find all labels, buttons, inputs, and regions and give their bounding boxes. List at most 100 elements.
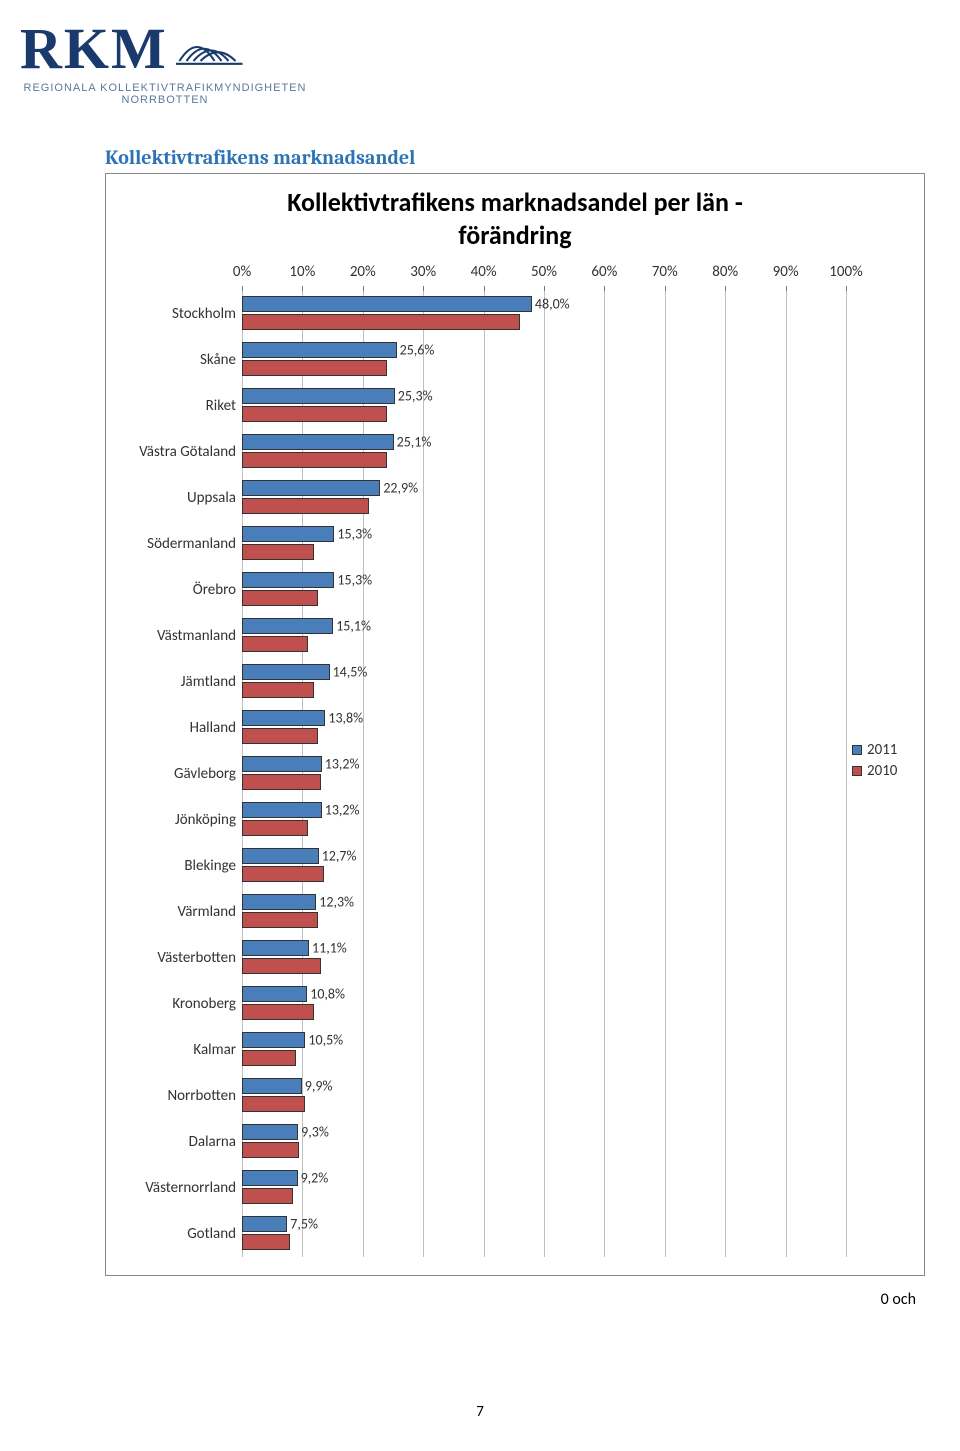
category-label: Norrbotten xyxy=(114,1073,242,1119)
x-axis-labels: 0%10%20%30%40%50%60%70%80%90%100% xyxy=(242,263,846,283)
logo-subtitle-2: NORRBOTTEN xyxy=(20,94,310,106)
data-label: 13,2% xyxy=(325,802,360,819)
x-tick-label: 100% xyxy=(829,263,863,281)
legend-label-2011: 2011 xyxy=(867,741,897,759)
logo-subtitle-1: REGIONALA KOLLEKTIVTRAFIKMYNDIGHETEN xyxy=(20,82,310,94)
category-label: Västerbotten xyxy=(114,935,242,981)
bar-2011: 12,7% xyxy=(242,848,319,864)
axis-spacer xyxy=(114,263,242,283)
bar-group: 12,3% xyxy=(242,889,846,935)
category-label: Blekinge xyxy=(114,843,242,889)
bar-group: 13,2% xyxy=(242,751,846,797)
data-label: 14,5% xyxy=(333,664,368,681)
bar-group: 25,6% xyxy=(242,337,846,383)
category-label: Dalarna xyxy=(114,1119,242,1165)
data-label: 25,6% xyxy=(400,342,435,359)
x-tick-label: 80% xyxy=(712,263,738,281)
grid-line xyxy=(846,291,847,1257)
legend-item-2011: 2011 xyxy=(852,741,916,759)
category-label: Gotland xyxy=(114,1211,242,1257)
x-tick-label: 30% xyxy=(410,263,436,281)
category-label: Västernorrland xyxy=(114,1165,242,1211)
bar-group: 22,9% xyxy=(242,475,846,521)
category-label: Västmanland xyxy=(114,613,242,659)
bar-group: 9,9% xyxy=(242,1073,846,1119)
x-tick-label: 50% xyxy=(531,263,557,281)
bar-2011: 10,8% xyxy=(242,986,307,1002)
bar-2011: 11,1% xyxy=(242,940,309,956)
legend-swatch-2011 xyxy=(852,745,862,755)
bar-group: 13,2% xyxy=(242,797,846,843)
data-label: 12,7% xyxy=(322,848,357,865)
category-label: Västra Götaland xyxy=(114,429,242,475)
document-page: RKM REGIONALA KOLLEKTIVTRAFIKMYNDIGHETEN… xyxy=(0,0,960,1451)
x-tick-label: 10% xyxy=(289,263,315,281)
bar-2010 xyxy=(242,406,387,422)
bar-2011: 9,9% xyxy=(242,1078,302,1094)
bar-2010 xyxy=(242,958,321,974)
category-labels-column: StockholmSkåneRiketVästra GötalandUppsal… xyxy=(114,291,242,1257)
bar-2011: 14,5% xyxy=(242,664,330,680)
tick-mark xyxy=(846,286,847,291)
category-label: Kalmar xyxy=(114,1027,242,1073)
bar-2010 xyxy=(242,682,314,698)
bar-group: 25,1% xyxy=(242,429,846,475)
bar-2010 xyxy=(242,314,520,330)
logo-main-row: RKM xyxy=(20,20,960,78)
x-tick-label: 60% xyxy=(591,263,617,281)
chart-title-line1: Kollektivtrafikens marknadsandel per län… xyxy=(287,186,743,218)
bar-2010 xyxy=(242,590,318,606)
bar-2010 xyxy=(242,866,324,882)
data-label: 13,8% xyxy=(328,710,363,727)
bar-group: 10,5% xyxy=(242,1027,846,1073)
category-label: Skåne xyxy=(114,337,242,383)
bar-2011: 7,5% xyxy=(242,1216,287,1232)
bar-2011: 9,2% xyxy=(242,1170,298,1186)
category-label: Uppsala xyxy=(114,475,242,521)
data-label: 10,8% xyxy=(310,986,345,1003)
bar-2010 xyxy=(242,774,321,790)
category-label: Halland xyxy=(114,705,242,751)
bar-2010 xyxy=(242,1142,299,1158)
bar-2010 xyxy=(242,728,318,744)
x-tick-label: 70% xyxy=(652,263,678,281)
data-label: 9,9% xyxy=(305,1078,333,1095)
chart-body: 0%10%20%30%40%50%60%70%80%90%100% Stockh… xyxy=(114,263,916,1257)
bar-2011: 25,6% xyxy=(242,342,397,358)
category-label: Stockholm xyxy=(114,291,242,337)
logo-text: RKM xyxy=(20,20,168,78)
legend-label-2010: 2010 xyxy=(867,762,897,780)
chart-title-line2: förändring xyxy=(458,219,571,251)
bar-2011: 13,2% xyxy=(242,802,322,818)
data-label: 22,9% xyxy=(383,480,418,497)
bar-2011: 15,3% xyxy=(242,526,334,542)
bar-group: 9,3% xyxy=(242,1119,846,1165)
data-label: 25,1% xyxy=(397,434,432,451)
bar-2010 xyxy=(242,1004,314,1020)
x-axis: 0%10%20%30%40%50%60%70%80%90%100% xyxy=(114,263,846,283)
bar-2010 xyxy=(242,820,308,836)
plot-area: 48,0%25,6%25,3%25,1%22,9%15,3%15,3%15,1%… xyxy=(242,291,846,1257)
bar-2011: 13,8% xyxy=(242,710,325,726)
chart-title: Kollektivtrafikens marknadsandel per län… xyxy=(114,186,916,251)
data-label: 48,0% xyxy=(535,296,570,313)
bar-group: 15,3% xyxy=(242,567,846,613)
bar-2010 xyxy=(242,1188,293,1204)
bar-group: 10,8% xyxy=(242,981,846,1027)
category-label: Riket xyxy=(114,383,242,429)
bar-2010 xyxy=(242,360,387,376)
bar-2011: 9,3% xyxy=(242,1124,298,1140)
logo-block: RKM REGIONALA KOLLEKTIVTRAFIKMYNDIGHETEN… xyxy=(20,20,960,106)
bar-group: 15,1% xyxy=(242,613,846,659)
data-label: 15,3% xyxy=(337,526,372,543)
x-tick-label: 40% xyxy=(471,263,497,281)
category-label: Örebro xyxy=(114,567,242,613)
data-label: 9,3% xyxy=(301,1124,329,1141)
category-label: Södermanland xyxy=(114,521,242,567)
bar-2011: 15,3% xyxy=(242,572,334,588)
data-label: 25,3% xyxy=(398,388,433,405)
data-label: 7,5% xyxy=(290,1216,318,1233)
bar-2011: 25,1% xyxy=(242,434,394,450)
bar-2011: 48,0% xyxy=(242,296,532,312)
data-label: 15,1% xyxy=(336,618,371,635)
